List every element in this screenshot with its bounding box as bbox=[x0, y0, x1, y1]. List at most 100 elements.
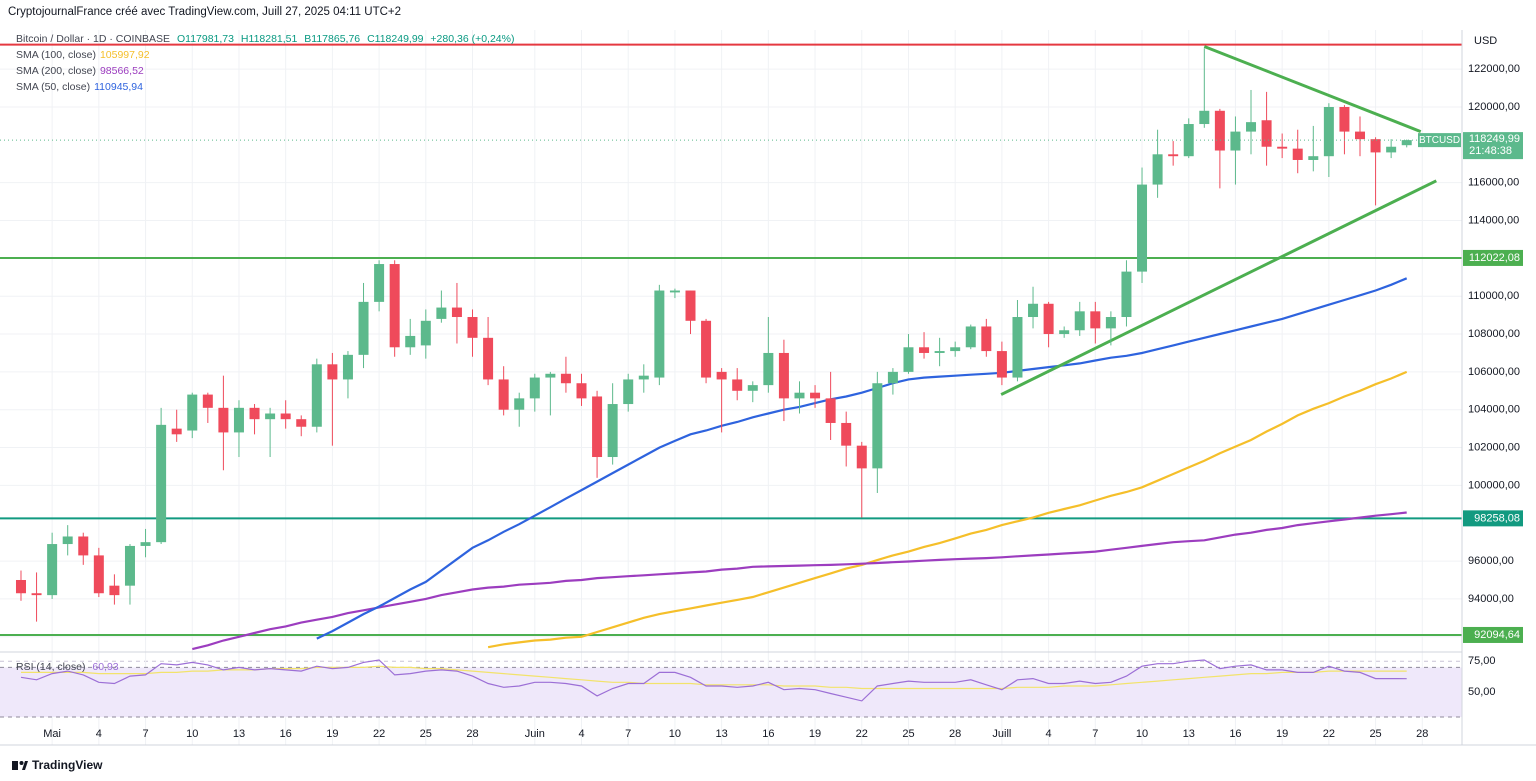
candle-body bbox=[1246, 122, 1257, 132]
price-pane bbox=[0, 43, 1462, 651]
sma-value: 98566,52 bbox=[99, 65, 144, 77]
sma-legend-row: SMA (100, close) 105997,92 bbox=[16, 49, 154, 61]
candle-body bbox=[405, 335, 416, 348]
candle-body bbox=[1043, 303, 1054, 335]
x-tick-label: Juill bbox=[992, 728, 1011, 740]
candle-body bbox=[1401, 140, 1412, 146]
candle-body bbox=[685, 290, 696, 321]
currency: USD bbox=[1474, 35, 1497, 47]
candle-body bbox=[794, 392, 805, 399]
rsi-pane bbox=[0, 659, 1462, 718]
candle-body bbox=[1292, 148, 1303, 160]
last-price-tag bbox=[1463, 132, 1523, 160]
symbol: Bitcoin / Dollar · 1D · COINBASE bbox=[16, 33, 171, 45]
ohlc-high: H118281,51 bbox=[240, 33, 298, 45]
candle-body bbox=[654, 290, 665, 378]
candle-body bbox=[1214, 110, 1225, 151]
candle-body bbox=[981, 326, 992, 352]
x-tick-label: 19 bbox=[1276, 728, 1288, 740]
candle-body bbox=[607, 404, 618, 458]
candle-body bbox=[249, 407, 260, 420]
x-tick-label: 25 bbox=[1369, 728, 1381, 740]
candle-body bbox=[296, 419, 307, 427]
sma-legend-row: SMA (200, close) 98566,52 bbox=[16, 65, 148, 77]
ohlc-low: B117865,76 bbox=[304, 33, 361, 45]
candle-body bbox=[140, 542, 151, 546]
candle-body bbox=[358, 301, 369, 355]
x-tick-label: 28 bbox=[949, 728, 961, 740]
x-tick-label: 16 bbox=[762, 728, 774, 740]
candle-body bbox=[218, 407, 229, 433]
symbol-legend: Bitcoin / Dollar · 1D · COINBASE O117981… bbox=[16, 33, 518, 45]
candle-body bbox=[701, 320, 712, 378]
candle-body bbox=[1308, 156, 1319, 160]
level-label: 112022,08 bbox=[1469, 252, 1520, 264]
candle-body bbox=[280, 413, 291, 420]
candle-body bbox=[124, 545, 135, 586]
candle-body bbox=[856, 445, 867, 469]
candle-body bbox=[156, 424, 167, 543]
candle-body bbox=[965, 326, 976, 348]
x-tick-label: 22 bbox=[373, 728, 385, 740]
header: CryptojournalFrance créé avec TradingVie… bbox=[8, 6, 402, 18]
candle-body bbox=[1121, 271, 1132, 318]
sma-value: 110945,94 bbox=[94, 81, 143, 93]
candle-body bbox=[810, 392, 821, 399]
x-tick-label: 22 bbox=[856, 728, 868, 740]
x-tick-label: 7 bbox=[625, 728, 631, 740]
y-tick-label: 108000,00 bbox=[1468, 328, 1520, 340]
candle-body bbox=[483, 337, 494, 380]
x-tick-label: 28 bbox=[466, 728, 478, 740]
sma-line bbox=[316, 277, 1408, 640]
x-tick-label: Mai bbox=[43, 728, 61, 740]
candle-body bbox=[109, 585, 120, 596]
x-tick-label: 10 bbox=[669, 728, 681, 740]
candle-body bbox=[1105, 317, 1116, 329]
candle-body bbox=[1323, 107, 1334, 157]
ticker-tag bbox=[1418, 133, 1461, 148]
candle-body bbox=[451, 307, 462, 318]
candle-body bbox=[1339, 107, 1350, 132]
rsi-value: 60,93 bbox=[92, 661, 119, 673]
y-tick-label: 114000,00 bbox=[1468, 214, 1519, 226]
candle-body bbox=[467, 317, 478, 338]
sma-name: SMA (100, close) bbox=[16, 49, 96, 61]
candle-body bbox=[1168, 154, 1179, 157]
sma-name: SMA (50, close) bbox=[16, 81, 91, 93]
candle-body bbox=[1152, 154, 1163, 185]
y-tick-label: 96000,00 bbox=[1468, 555, 1514, 567]
level-tag bbox=[1463, 510, 1523, 527]
x-tick-label: 4 bbox=[96, 728, 102, 740]
candle-body bbox=[825, 398, 836, 423]
x-tick-label: Juin bbox=[525, 728, 545, 740]
y-tick-label: 106000,00 bbox=[1468, 366, 1520, 378]
candle-body bbox=[887, 371, 898, 384]
logo bbox=[12, 761, 28, 770]
rsi-tick-label: 75,00 bbox=[1468, 655, 1496, 667]
candle-body bbox=[996, 351, 1007, 378]
candle-body bbox=[436, 307, 447, 319]
x-tick-label: 4 bbox=[578, 728, 584, 740]
x-tick-label: 16 bbox=[280, 728, 292, 740]
x-tick-label: 19 bbox=[326, 728, 338, 740]
x-tick-label: 25 bbox=[902, 728, 914, 740]
candle-body bbox=[1261, 120, 1272, 147]
candle-body bbox=[311, 364, 322, 427]
candle-body bbox=[747, 385, 758, 391]
y-tick-label: 122000,00 bbox=[1468, 63, 1520, 75]
candle-body bbox=[934, 351, 945, 353]
x-tick-label: 13 bbox=[233, 728, 245, 740]
sma-line bbox=[487, 370, 1408, 649]
sma-legend-row: SMA (50, close) 110945,94 bbox=[16, 81, 147, 93]
candle-body bbox=[374, 264, 385, 302]
x-tick-label: 10 bbox=[1136, 728, 1148, 740]
candle-body bbox=[1355, 131, 1366, 140]
level-tag bbox=[1463, 626, 1523, 643]
ohlc-close: C118249,99 bbox=[367, 33, 424, 45]
candle-body bbox=[763, 352, 774, 386]
sma-value: 105997,92 bbox=[99, 49, 150, 61]
candle-body bbox=[1370, 139, 1381, 153]
candle-body bbox=[1028, 303, 1039, 318]
candle-body bbox=[592, 396, 603, 458]
